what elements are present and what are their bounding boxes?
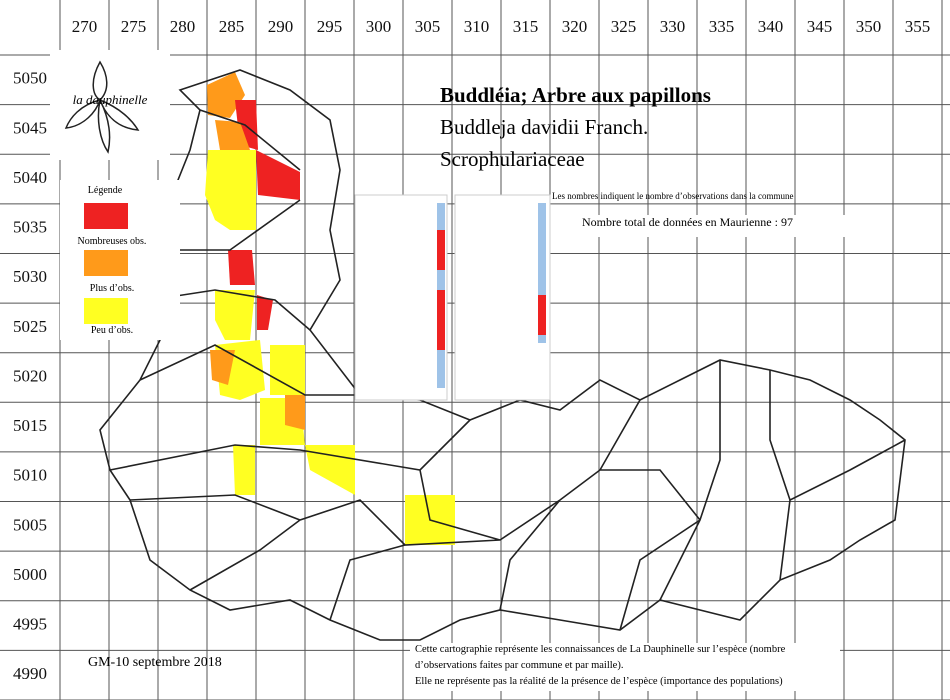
note: Les nombres indiquent le nombre d’observ… xyxy=(552,191,793,201)
table-box xyxy=(454,194,551,401)
easting-label: 295 xyxy=(317,17,343,36)
northing-label: 4995 xyxy=(13,614,47,633)
credit: GM-10 septembre 2018 xyxy=(88,655,222,670)
easting-label: 345 xyxy=(807,17,833,36)
footer-bg xyxy=(410,643,840,691)
cell-peu xyxy=(233,445,255,495)
cell-plus xyxy=(210,350,235,385)
legend-item: Peu d’obs. xyxy=(91,325,133,336)
northing-label: 5030 xyxy=(13,267,47,286)
commune-table xyxy=(354,194,551,401)
logo-text: la dauphinelle xyxy=(73,92,148,107)
easting-label: 300 xyxy=(366,17,392,36)
logo-flower xyxy=(64,60,140,154)
easting-label: 335 xyxy=(709,17,735,36)
cell-peu xyxy=(215,290,255,340)
northing-label: 5040 xyxy=(13,168,47,187)
cell-peu xyxy=(270,345,305,395)
legend-item: Plus d’obs. xyxy=(90,283,134,294)
table-cell xyxy=(437,290,445,350)
legend-item: Nombreuses obs. xyxy=(78,236,147,247)
easting-label: 355 xyxy=(905,17,931,36)
total-bg xyxy=(575,215,845,237)
commune-boundaries xyxy=(109,109,906,631)
cell-plus xyxy=(207,72,245,118)
scientific-name: Buddleja davidii Franch. xyxy=(440,115,648,139)
easting-label: 320 xyxy=(562,17,588,36)
easting-label: 270 xyxy=(72,17,98,36)
observation-cells xyxy=(205,72,455,545)
easting-label: 340 xyxy=(758,17,784,36)
table-column xyxy=(538,203,546,343)
easting-label: 305 xyxy=(415,17,441,36)
northing-label: 5045 xyxy=(13,118,47,137)
northing-label: 5005 xyxy=(13,515,47,534)
cell-plus xyxy=(215,120,250,150)
easting-label: 325 xyxy=(611,17,637,36)
northing-label: 5015 xyxy=(13,416,47,435)
footer-line: Cette cartographie représente les connai… xyxy=(415,644,786,655)
legend-swatch xyxy=(84,250,128,276)
easting-label: 350 xyxy=(856,17,882,36)
northing-label: 5025 xyxy=(13,317,47,336)
northing-label: 5050 xyxy=(13,69,47,88)
northing-label: 4990 xyxy=(13,664,47,683)
easting-label: 280 xyxy=(170,17,196,36)
legend-swatch xyxy=(84,203,128,229)
cell-nombreuses xyxy=(256,150,300,200)
northing-label: 5020 xyxy=(13,366,47,385)
cell-plus xyxy=(285,395,305,430)
table-box xyxy=(354,194,448,401)
northing-label: 5010 xyxy=(13,466,47,485)
family: Scrophulariaceae xyxy=(440,147,585,171)
title: Buddléia; Arbre aux papillons xyxy=(440,83,711,107)
table-cell xyxy=(437,230,445,270)
easting-label: 285 xyxy=(219,17,245,36)
cell-nombreuses xyxy=(228,250,255,285)
legend-swatch xyxy=(84,298,128,324)
easting-label: 290 xyxy=(268,17,294,36)
cell-peu xyxy=(205,150,256,230)
easting-label: 315 xyxy=(513,17,539,36)
cell-nombreuses xyxy=(257,295,273,330)
footer-line: Elle ne représente pas la réalité de la … xyxy=(415,676,783,687)
legend-title: Légende xyxy=(88,185,123,196)
northing-label: 5000 xyxy=(13,565,47,584)
easting-label: 330 xyxy=(660,17,686,36)
table-cell xyxy=(538,295,546,335)
easting-label: 275 xyxy=(121,17,147,36)
total: Nombre total de données en Maurienne : 9… xyxy=(582,215,793,229)
easting-label: 310 xyxy=(464,17,490,36)
northing-label: 5035 xyxy=(13,218,47,237)
footer-line: d’observations faites par commune et par… xyxy=(415,660,623,671)
